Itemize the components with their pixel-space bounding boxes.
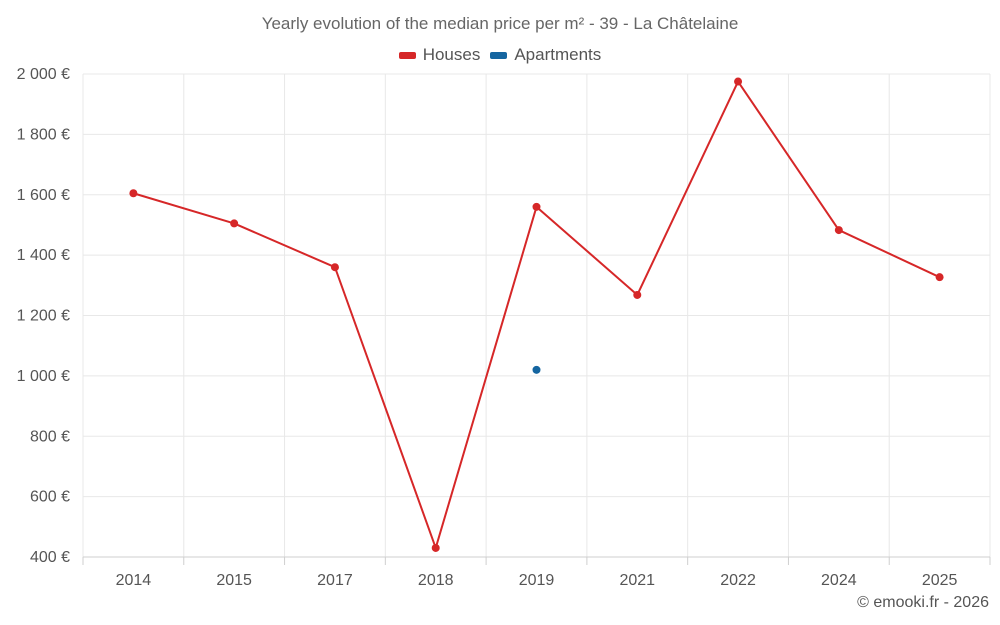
y-tick-label: 800 €	[30, 428, 70, 445]
data-point-houses	[834, 226, 843, 235]
legend-item-houses[interactable]: Houses	[398, 45, 481, 65]
data-point-houses	[431, 543, 440, 552]
legend-item-apartments[interactable]: Apartments	[490, 45, 601, 65]
x-tick-label: 2021	[619, 572, 655, 589]
x-tick-label: 2022	[720, 572, 756, 589]
data-point-houses	[532, 202, 541, 211]
y-tick-label: 2 000 €	[17, 66, 70, 83]
y-tick-label: 400 €	[30, 549, 70, 566]
x-tick-label: 2015	[216, 572, 252, 589]
credit-text: © emooki.fr - 2026	[857, 594, 989, 611]
legend-label-houses: Houses	[422, 45, 481, 64]
y-tick-label: 1 000 €	[17, 368, 70, 385]
legend-label-apartments: Apartments	[514, 45, 602, 64]
data-point-houses	[129, 189, 138, 198]
data-point-houses	[633, 290, 642, 299]
series-line-houses	[133, 80, 941, 549]
data-point-apartments	[532, 365, 541, 374]
x-tick-label: 2018	[418, 572, 454, 589]
x-tick-label: 2024	[821, 572, 857, 589]
legend: Houses Apartments	[0, 45, 1000, 65]
y-tick-label: 600 €	[30, 489, 70, 506]
y-tick-label: 1 800 €	[17, 126, 70, 143]
x-tick-label: 2014	[116, 572, 152, 589]
x-tick-label: 2019	[519, 572, 555, 589]
y-tick-label: 1 600 €	[17, 187, 70, 204]
y-tick-label: 1 200 €	[17, 308, 70, 325]
data-point-houses	[330, 263, 339, 272]
x-tick-label: 2017	[317, 572, 353, 589]
x-tick-label: 2025	[922, 572, 958, 589]
data-point-houses	[935, 273, 944, 282]
chart-title: Yearly evolution of the median price per…	[261, 14, 739, 33]
data-point-houses	[734, 77, 743, 86]
data-point-houses	[230, 219, 239, 228]
legend-swatch-apartments	[490, 51, 508, 59]
y-tick-label: 1 400 €	[17, 247, 70, 264]
legend-swatch-houses	[398, 51, 416, 59]
